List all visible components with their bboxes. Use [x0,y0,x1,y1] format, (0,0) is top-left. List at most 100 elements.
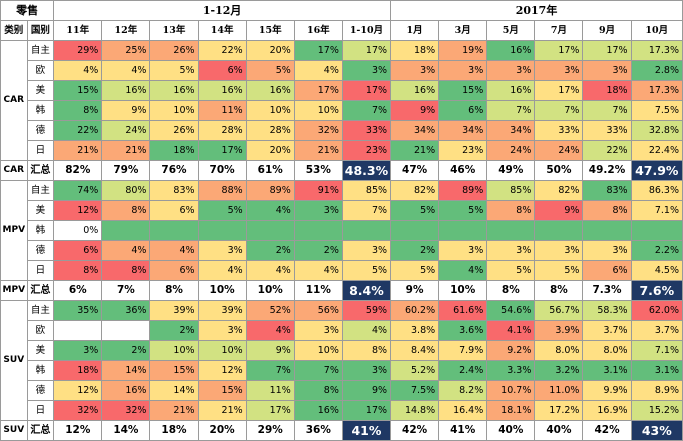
share-cell [534,220,584,241]
share-cell: 3% [197,240,247,261]
share-cell: 2% [293,240,343,261]
summary-cell: 14% [101,420,151,441]
share-cell: 16% [293,400,343,421]
column-header: 14年 [197,20,247,41]
category-column-header: 类别 [0,20,28,41]
share-cell: 6% [53,240,103,261]
share-cell: 85% [486,180,536,201]
share-cell: 8% [101,200,151,221]
region-label: 韩 [26,100,55,121]
share-cell: 18% [582,80,632,101]
column-header: 12年 [101,20,151,41]
share-cell: 15% [53,80,103,101]
share-cell: 9% [390,100,440,121]
share-cell: 22% [582,140,632,161]
share-cell: 7% [293,360,343,381]
share-cell: 83% [149,180,199,201]
share-cell: 39% [149,300,199,321]
share-cell: 5% [197,200,247,221]
share-cell: 61.6% [438,300,488,321]
table-body: CAR 自主 29% 25% 26% 22% 20% 17% 17% 18% 19% 16% 17% 17… [0,40,683,441]
summary-cell: 9% [390,280,440,301]
summary-cell: 47.9% [630,160,683,181]
summary-label: 汇总 [26,160,55,181]
summary-cell: 36% [293,420,343,441]
table-row: 美 3% 2% 10% 10% 9% 10% 8% 8.4% 7.9% 9.2% 8.0% 8.0% 7.… [1,340,683,361]
table-row: MPV 自主 74% 80% 83% 88% 89% 91% 85% 82% 89% 85% 82% 83… [0,180,683,281]
region-label: 美 [26,200,55,221]
share-cell: 22% [53,120,103,141]
share-cell: 12% [53,200,103,221]
share-cell [149,220,199,241]
share-cell: 23% [341,140,392,161]
column-header: 1-10月 [341,20,392,41]
summary-cell: 41% [438,420,488,441]
share-cell: 3% [341,60,392,81]
share-cell: 15.2% [630,400,683,421]
share-cell [390,220,440,241]
summary-cell: 82% [53,160,103,181]
share-cell: 4.5% [630,260,683,281]
share-cell: 39% [197,300,247,321]
summary-cell: 50% [534,160,584,181]
summary-cell: 12% [53,420,103,441]
region-label: 韩 [26,360,55,381]
share-cell: 28% [197,120,247,141]
share-cell: 7% [582,100,632,121]
column-header: 11年 [53,20,103,41]
share-cell: 2.4% [438,360,488,381]
category-label: MPV [0,180,28,281]
share-cell: 22% [197,40,247,61]
summary-row: MPV 汇总 6% 7% 8% 10% 10% 11% 8.4% 9% 10% 8% 8% 7.3% 7.6… [0,280,683,301]
share-cell: 86.3% [630,180,683,201]
share-cell: 8% [53,100,103,121]
share-cell: 23% [438,140,488,161]
share-cell: 3% [582,60,632,81]
share-cell: 83% [582,180,632,201]
summary-cell: 8% [486,280,536,301]
summary-cell: 29% [245,420,295,441]
summary-cell: 10% [438,280,488,301]
share-cell [197,220,247,241]
share-cell: 12% [53,380,103,401]
share-cell: 8% [293,380,343,401]
share-cell [101,220,151,241]
share-cell: 18% [390,40,440,61]
share-cell: 3% [341,240,392,261]
share-cell: 2% [245,240,295,261]
share-cell: 17% [341,40,392,61]
share-cell: 4% [101,60,151,81]
share-cell: 21% [293,140,343,161]
share-cell: 3% [438,60,488,81]
column-header: 1月 [390,20,440,41]
share-cell: 17.2% [534,400,584,421]
table-row: 日 21% 21% 18% 17% 20% 21% 23% 21% 23% 24% 24% 22% 22.… [1,140,683,161]
table-row: SUV 自主 35% 36% 39% 39% 52% 56% 59% 60.2% 61.6% 54.6… [0,300,683,421]
share-cell: 16% [101,80,151,101]
share-cell: 58.3% [582,300,632,321]
share-cell: 14% [149,380,199,401]
region-label: 自主 [26,40,55,61]
share-cell: 16% [197,80,247,101]
share-cell: 33% [341,120,392,141]
summary-cell: 8% [149,280,199,301]
share-cell: 4.1% [486,320,536,341]
share-cell: 7% [245,360,295,381]
share-cell: 4% [197,260,247,281]
share-cell: 8% [101,260,151,281]
table-row: 日 32% 32% 21% 21% 17% 16% 17% 14.8% 16.4% 18.1% 17.… [1,400,683,421]
table-row: CAR 自主 29% 25% 26% 22% 20% 17% 17% 18% 19% 16% 17% 17… [0,40,683,161]
summary-cell: 41% [341,420,392,441]
share-cell: 17% [197,140,247,161]
share-cell: 34% [390,120,440,141]
share-cell: 85% [341,180,392,201]
share-cell: 9.2% [486,340,536,361]
share-cell [53,320,103,341]
share-cell: 16.4% [438,400,488,421]
share-cell: 16% [245,80,295,101]
share-cell: 24% [101,120,151,141]
share-cell: 3.2% [534,360,584,381]
region-label: 美 [26,340,55,361]
share-cell: 29% [53,40,103,61]
share-cell: 2.2% [630,240,683,261]
